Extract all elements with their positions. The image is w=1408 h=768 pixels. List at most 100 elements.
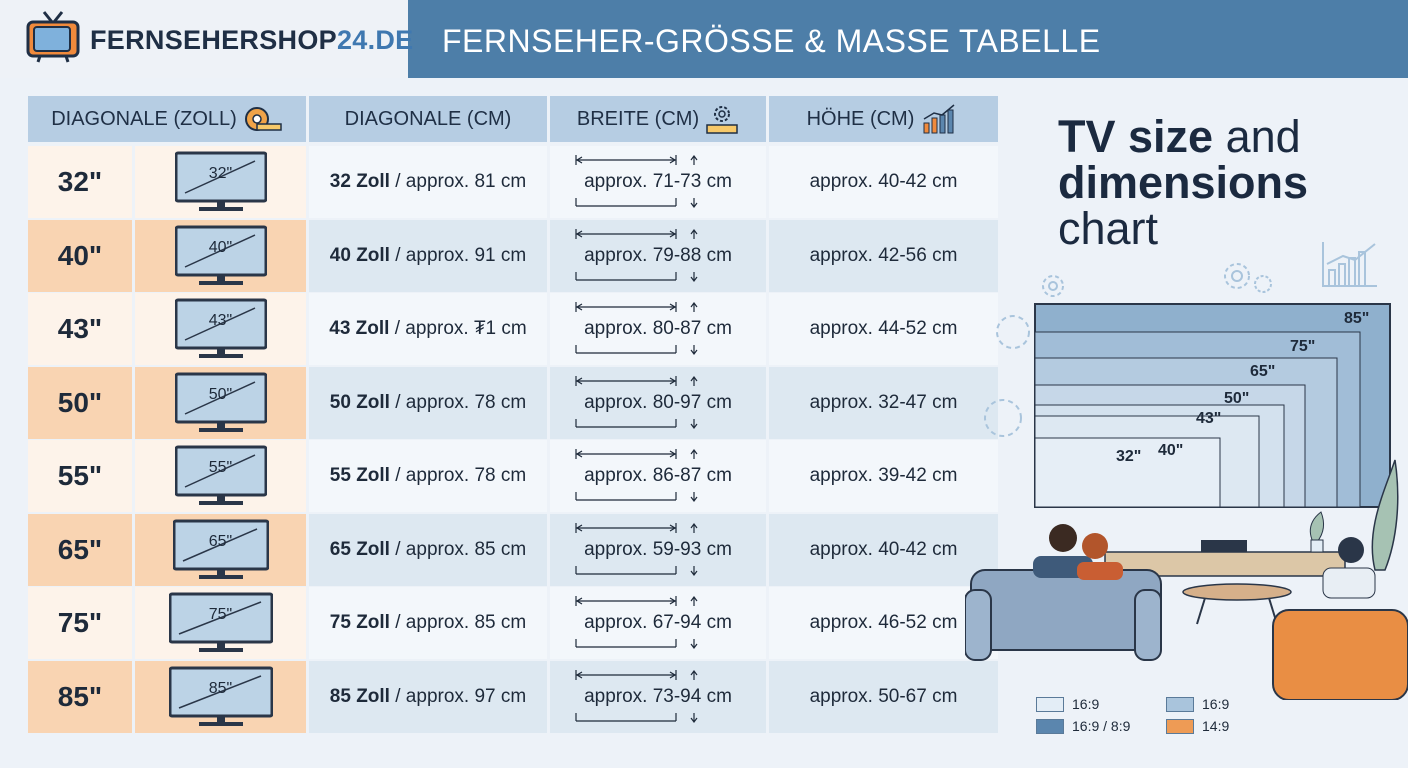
height-cell: approx. 42-56 cm: [769, 219, 998, 292]
tv-icon-cell: 55": [135, 440, 306, 512]
width-cell: approx. 73-94 cm: [550, 660, 766, 733]
tv-size-label: 85": [1344, 310, 1370, 327]
tv-icon-cell: 40": [135, 219, 306, 292]
width-cell: approx. 59-93 cm: [550, 513, 766, 586]
height-value: approx. 50-67 cm: [809, 685, 958, 707]
width-cell: approx. 79-88 cm: [550, 219, 766, 292]
diagonal-inch-text: 50 Zoll: [329, 391, 390, 413]
tv-icon: 40": [174, 225, 267, 287]
size-value: 75": [57, 607, 103, 638]
height-cell: approx. 40-42 cm: [769, 513, 998, 586]
size-cell: 85": [28, 660, 132, 733]
width-value: approx. 67-94 cm: [584, 612, 732, 633]
tv-icon-cell: 32": [135, 146, 306, 218]
height-cell: approx. 46-52 cm: [769, 587, 998, 659]
living-room-illustration: [965, 242, 1408, 700]
diagonal-cm-text: / approx. 78 cm: [389, 391, 527, 413]
size-cell: 32": [28, 146, 132, 218]
width-arrow-icon: [575, 155, 698, 165]
table-row: 85" 85" 85 Zoll / approx. 97 cm approx. 73-…: [28, 660, 998, 733]
size-value: 85": [57, 680, 103, 712]
size-cell: 75": [28, 587, 132, 659]
width-cell: approx. 80-97 cm: [550, 366, 766, 439]
legend: 16:9 16:9 16:9 / 8:9 14:9: [1036, 696, 1296, 740]
size-cell: 65": [28, 513, 132, 586]
width-arrow-icon: [575, 449, 698, 459]
tv-icon: 85": [168, 666, 273, 728]
height-value: approx. 32-47 cm: [809, 391, 958, 413]
legend-item: 16:9: [1036, 696, 1099, 712]
height-value: approx. 40-42 cm: [809, 171, 958, 192]
height-cell: approx. 50-67 cm: [769, 660, 998, 733]
size-cell: 50": [28, 366, 132, 439]
width-arrow-icon: [575, 302, 698, 312]
height-arrow-icon: [575, 712, 698, 723]
col-header-label: DIAGONALE (ZOLL): [51, 107, 237, 130]
width-value: approx. 80-87 cm: [584, 318, 732, 339]
table-row: 65" 65" 65 Zoll / approx. 85 cm approx. 59-…: [28, 513, 998, 586]
chart-icon: [1322, 242, 1377, 287]
legend-swatch: [1036, 718, 1064, 734]
diagonal-cm-cell: 50 Zoll / approx. 78 cm: [309, 366, 547, 439]
width-arrow-icon: [575, 669, 698, 680]
tv-icon: 50": [174, 372, 267, 434]
width-value: approx. 80-97 cm: [584, 391, 732, 413]
width-arrow-icon: [575, 228, 698, 239]
tv-icon-cell: 50": [135, 366, 306, 439]
tv-icon-label: 40": [208, 238, 233, 256]
width-cell: approx. 71-73 cm: [550, 146, 766, 218]
diagonal-cm-cell: 40 Zoll / approx. 91 cm: [309, 219, 547, 292]
diagonal-cm-text: / approx. 78 cm: [389, 465, 527, 486]
diagonal-inch-text: 55 Zoll: [329, 465, 390, 486]
height-cell: approx. 32-47 cm: [769, 366, 998, 439]
table-row: 75" 75" 75 Zoll / approx. 85 cm approx. 67-…: [28, 587, 998, 659]
height-cell: approx. 40-42 cm: [769, 146, 998, 218]
width-cell: approx. 86-87 cm: [550, 440, 766, 512]
height-arrow-icon: [575, 271, 698, 282]
diagonal-cm-text: / approx. 97 cm: [389, 685, 527, 707]
width-arrow-icon: [575, 522, 698, 533]
page-header: FERNSEHERSHOP24.DE FERNSEHER-GRÖSSE & MA…: [0, 0, 1408, 78]
tape-measure-icon: [244, 107, 282, 131]
tv-icon: 75": [168, 592, 273, 654]
height-arrow-icon: [575, 639, 698, 649]
tv-size-label: 50": [1224, 390, 1250, 407]
height-value: approx. 42-56 cm: [809, 244, 958, 266]
size-value: 65": [57, 533, 103, 565]
height-value: approx. 40-42 cm: [809, 538, 958, 560]
width-value: approx. 59-93 cm: [584, 538, 732, 560]
tv-size-label: 43": [1196, 410, 1222, 427]
diagonal-inch-text: 40 Zoll: [329, 244, 390, 266]
legend-swatch: [1166, 718, 1194, 734]
width-cell: approx. 80-87 cm: [550, 293, 766, 365]
logo[interactable]: FERNSEHERSHOP24.DE: [0, 0, 413, 78]
width-value: approx. 79-88 cm: [584, 244, 732, 266]
table-row: 55" 55" 55 Zoll / approx. 78 cm approx. 86-…: [28, 440, 998, 512]
tv-icon-label: 75": [208, 606, 233, 623]
tv-icon-cell: 75": [135, 587, 306, 659]
table-row: 50" 50" 50 Zoll / approx. 78 cm approx. 80-…: [28, 366, 998, 439]
tv-icon-label: 32": [208, 165, 233, 182]
diagonal-cm-text: / approx. 85 cm: [389, 612, 527, 633]
size-value: 55": [57, 460, 103, 491]
diagonal-cm-text: / approx. 85 cm: [389, 538, 527, 560]
size-cell: 40": [28, 219, 132, 292]
legend-item: 16:9 / 8:9: [1036, 718, 1130, 734]
width-value: approx. 86-87 cm: [584, 465, 732, 486]
legend-item: 14:9: [1166, 718, 1229, 734]
tv-icon-cell: 65": [135, 513, 306, 586]
width-value: approx. 73-94 cm: [584, 685, 732, 707]
diagonal-inch-text: 75 Zoll: [329, 612, 390, 633]
tv-icon-label: 55": [208, 459, 233, 476]
page-title: FERNSEHER-GRÖSSE & MASSE TABELLE: [442, 23, 1101, 59]
table-row: 32" 32" 32 Zoll / approx. 81 cm approx. 71-…: [28, 146, 998, 218]
col-header-label: BREITE (CM): [576, 107, 700, 130]
tv-icon-label: 65": [208, 532, 233, 550]
tv-size-label: 32": [1116, 448, 1142, 465]
tv-size-label: 65": [1250, 363, 1276, 380]
height-arrow-icon: [575, 345, 698, 355]
width-arrow-icon: [575, 596, 698, 606]
col-header-width: BREITE (CM): [550, 96, 766, 142]
table-header: DIAGONALE (ZOLL) DIAGONALE (CM) BREITE (…: [28, 96, 998, 142]
retro-tv-icon: [26, 11, 80, 63]
